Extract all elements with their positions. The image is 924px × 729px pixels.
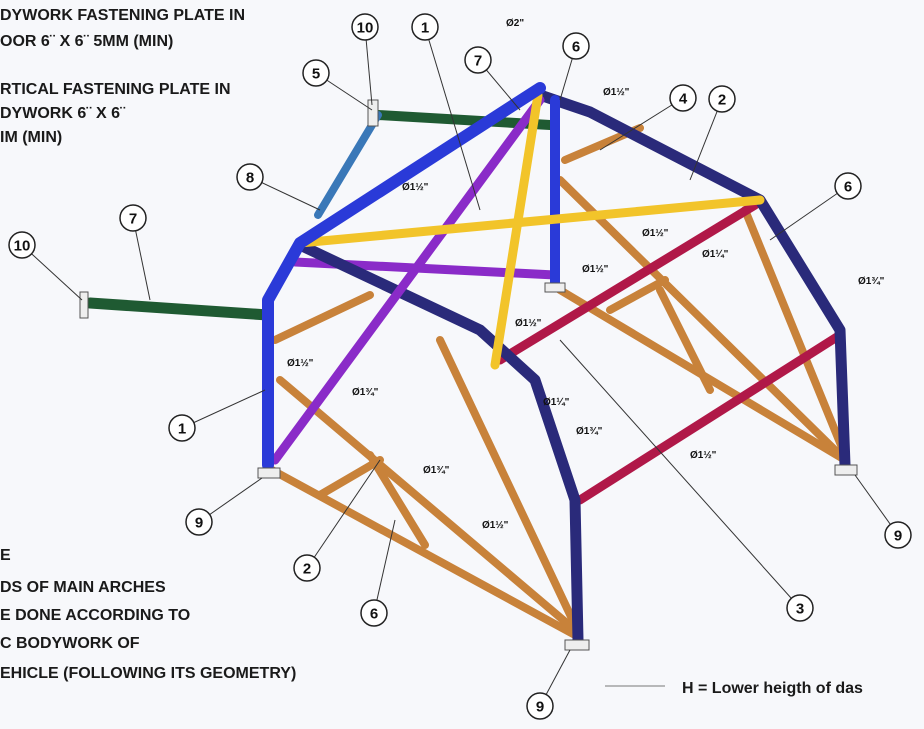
- callout-number: 1: [421, 20, 429, 37]
- callout-number: 9: [536, 699, 544, 716]
- callout-number: 10: [14, 238, 31, 255]
- note-text: RTICAL FASTENING PLATE IN: [0, 81, 231, 98]
- callout-number: 7: [474, 53, 482, 70]
- note-text: DYWORK FASTENING PLATE IN: [0, 7, 245, 24]
- callout-number: 1: [178, 421, 186, 438]
- note-text: C BODYWORK OF: [0, 635, 140, 652]
- tube-diameter: Ø1¾": [423, 465, 450, 476]
- callout-number: 9: [894, 528, 902, 545]
- callout-number: 2: [718, 92, 726, 109]
- tube-diameter: Ø1¾": [576, 426, 603, 437]
- note-text: DS OF MAIN ARCHES: [0, 579, 166, 596]
- note-text: E DONE ACCORDING TO: [0, 607, 190, 624]
- note-text: EHICLE (FOLLOWING ITS GEOMETRY): [0, 665, 296, 682]
- callout-number: 3: [796, 601, 804, 618]
- tube-diameter: Ø1½": [482, 520, 509, 531]
- tube-diameter: Ø1¼": [543, 397, 570, 408]
- tube-diameter: Ø1¼": [702, 249, 729, 260]
- tube-diameter: Ø1¾": [352, 387, 379, 398]
- note-text: DYWORK 6¨ X 6¨: [0, 105, 126, 122]
- note-text: E: [0, 547, 11, 564]
- tube-diameter: Ø1½": [690, 450, 717, 461]
- callout-number: 10: [357, 20, 374, 37]
- tube-diameter: Ø1½": [287, 358, 314, 369]
- callout-number: 6: [572, 39, 580, 56]
- callout-number: 5: [312, 66, 320, 83]
- note-text: IM (MIN): [0, 129, 62, 146]
- note-text: OOR 6¨ X 6¨ 5MM (MIN): [0, 33, 173, 50]
- tube-diameter: Ø1½": [603, 87, 630, 98]
- tube-diameter: Ø1½": [582, 264, 609, 275]
- tube-diameter: Ø1½": [402, 182, 429, 193]
- callout-number: 9: [195, 515, 203, 532]
- tube-diameter: Ø1½": [515, 318, 542, 329]
- legend-note: H = Lower heigth of das: [682, 680, 863, 697]
- roll-cage-diagram: DYWORK FASTENING PLATE IN OOR 6¨ X 6¨ 5MM…: [0, 0, 924, 729]
- tube-diameter: Ø2": [506, 18, 524, 29]
- callout-number: 2: [303, 561, 311, 578]
- callout-number: 4: [679, 91, 688, 108]
- callout-number: 6: [844, 179, 852, 196]
- tube-diameter: Ø1¾": [858, 276, 885, 287]
- tube-diameter: Ø1½": [642, 228, 669, 239]
- callout-number: 7: [129, 211, 137, 228]
- callout-number: 8: [246, 170, 254, 187]
- callout-number: 6: [370, 606, 378, 623]
